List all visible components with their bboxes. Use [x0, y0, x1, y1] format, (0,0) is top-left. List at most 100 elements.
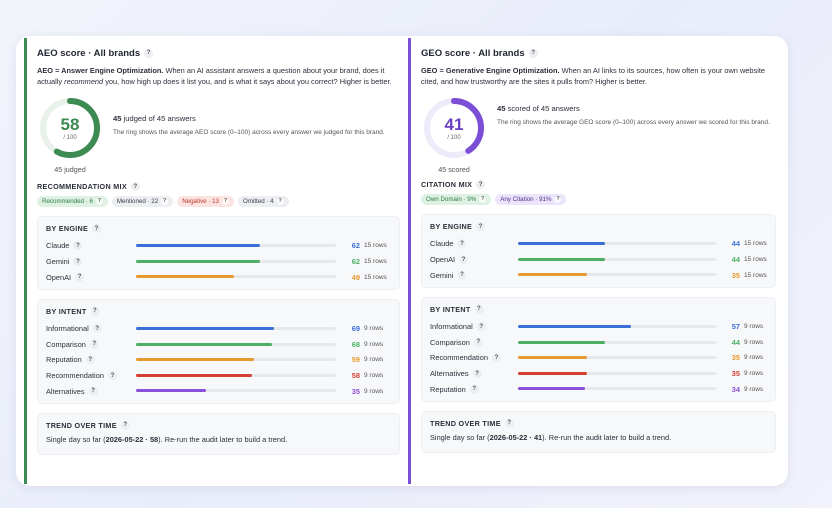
- row-value: 35: [731, 270, 740, 280]
- help-icon[interactable]: ?: [107, 371, 117, 381]
- help-icon[interactable]: ?: [504, 418, 514, 428]
- geo-pill: Own Domain · 9%?: [421, 194, 492, 206]
- geo-ring-caption: 45 scored: [438, 165, 470, 175]
- help-icon[interactable]: ?: [554, 196, 562, 204]
- help-icon[interactable]: ?: [469, 384, 479, 394]
- row-bar-track: [136, 342, 336, 346]
- help-icon[interactable]: ?: [476, 180, 486, 190]
- help-icon[interactable]: ?: [474, 304, 484, 314]
- row-count: 9 rows: [364, 356, 384, 364]
- help-icon[interactable]: ?: [88, 386, 98, 396]
- help-icon[interactable]: ?: [479, 196, 487, 204]
- aeo-title: AEO score · All brands ?: [37, 45, 400, 61]
- pill-label: Own Domain · 9%: [426, 196, 477, 204]
- help-icon[interactable]: ?: [92, 224, 102, 234]
- help-icon[interactable]: ?: [144, 48, 154, 58]
- help-icon[interactable]: ?: [459, 255, 469, 265]
- row-bar-fill: [518, 257, 606, 261]
- help-icon[interactable]: ?: [120, 420, 130, 430]
- help-icon[interactable]: ?: [222, 198, 229, 206]
- help-icon[interactable]: ?: [90, 306, 100, 316]
- geo-note: The ring shows the average GEO score (0–…: [497, 119, 770, 127]
- geo-score-row: 41 / 100 45 scored 45 scored of 45 answe…: [421, 96, 776, 174]
- row-count: 9 rows: [744, 323, 764, 331]
- geo-ring-svg: [424, 98, 484, 159]
- row-label-text: OpenAI: [46, 272, 72, 282]
- help-icon[interactable]: ?: [457, 239, 467, 249]
- aeo-desc-bold: AEO = Answer Engine Optimization.: [37, 66, 164, 75]
- row-label-text: Claude: [430, 239, 454, 249]
- geo-title: GEO score · All brands ?: [421, 45, 776, 61]
- help-icon[interactable]: ?: [95, 198, 103, 206]
- aeo-desc-2: you, how high up does it list you, and i…: [103, 76, 392, 86]
- help-icon[interactable]: ?: [130, 182, 140, 192]
- row-label-text: Reputation: [46, 355, 82, 365]
- geo-intents-row: Alternatives? 35 9 rows: [430, 366, 768, 382]
- help-icon[interactable]: ?: [457, 270, 467, 280]
- row-bar-track: [518, 356, 716, 360]
- aeo-pill: Negative · 13?: [177, 196, 234, 208]
- aeo-engine-card: BY ENGINE? Claude? 62 15 rows Gemini? 62 15 r…: [37, 216, 400, 290]
- help-icon[interactable]: ?: [476, 222, 486, 232]
- help-icon[interactable]: ?: [472, 369, 482, 379]
- help-icon[interactable]: ?: [92, 324, 102, 334]
- pill-label: Recommended · 6: [42, 198, 93, 206]
- help-icon[interactable]: ?: [89, 339, 99, 349]
- row-value: 57: [731, 322, 740, 332]
- row-bar-fill: [136, 326, 274, 330]
- aeo-engine-list: Claude? 62 15 rows Gemini? 62 15 rows OpenAI? 4…: [46, 238, 392, 285]
- row-value: 69: [351, 324, 360, 334]
- help-icon[interactable]: ?: [161, 198, 169, 206]
- row-bar-fill: [518, 356, 588, 360]
- geo-engines-row: Claude? 44 15 rows: [430, 236, 768, 252]
- help-icon[interactable]: ?: [476, 322, 486, 332]
- row-label: OpenAI?: [430, 255, 469, 265]
- row-count: 9 rows: [364, 387, 384, 395]
- pill-label: Any Citation · 91%: [500, 196, 552, 204]
- row-label: Recommendation?: [46, 371, 117, 381]
- row-count: 9 rows: [364, 372, 384, 380]
- help-icon[interactable]: ?: [473, 337, 483, 347]
- aeo-trend-1: Single day so far (: [46, 434, 106, 444]
- row-count: 9 rows: [364, 340, 384, 348]
- row-bar-track: [518, 257, 716, 261]
- row-value: 34: [731, 384, 740, 394]
- geo-score-ring: 41 / 100: [422, 96, 486, 160]
- help-icon[interactable]: ?: [491, 353, 501, 363]
- row-label: Claude?: [430, 239, 467, 249]
- geo-intents-row: Reputation? 34 9 rows: [430, 381, 768, 397]
- help-icon[interactable]: ?: [75, 272, 85, 282]
- row-bar-track: [518, 340, 716, 344]
- aeo-pill: Mentioned · 22?: [111, 196, 174, 208]
- row-label-text: Claude: [46, 241, 70, 251]
- row-bar-fill: [518, 371, 588, 375]
- help-icon[interactable]: ?: [73, 241, 83, 251]
- row-label-text: Reputation: [430, 384, 466, 394]
- row-count: 9 rows: [744, 370, 764, 378]
- geo-pill: Any Citation · 91%?: [495, 194, 567, 206]
- row-label-text: Gemini: [430, 270, 454, 280]
- help-icon[interactable]: ?: [528, 48, 538, 58]
- row-label: Comparison?: [46, 339, 99, 349]
- geo-lead-text: scored of 45 answers: [505, 104, 580, 114]
- help-icon[interactable]: ?: [85, 355, 95, 365]
- row-bar-track: [518, 387, 716, 391]
- aeo-trend-bold: 2026-05-22 · 58: [105, 434, 159, 444]
- pill-label: Negative · 13: [182, 198, 219, 206]
- aeo-score-value: 58: [60, 114, 80, 134]
- row-bar-fill: [518, 273, 588, 277]
- aeo-trend-title: TREND OVER TIME: [46, 420, 117, 430]
- row-label: Alternatives?: [430, 369, 482, 379]
- row-value: 62: [351, 257, 360, 267]
- aeo-ring-svg: [40, 98, 100, 159]
- row-count: 9 rows: [744, 338, 764, 346]
- geo-engine-list: Claude? 44 15 rows OpenAI? 44 15 rows Gemini? 3…: [430, 236, 768, 283]
- geo-engines-row: OpenAI? 44 15 rows: [430, 252, 768, 268]
- help-icon[interactable]: ?: [73, 257, 83, 267]
- geo-score-outof: / 100: [447, 134, 461, 141]
- help-icon[interactable]: ?: [276, 198, 284, 206]
- row-bar-track: [136, 275, 336, 279]
- geo-desc-1: When an AI links to its sources, how oft…: [421, 66, 766, 86]
- geo-engine-card: BY ENGINE? Claude? 44 15 rows OpenAI? 44 15 r…: [421, 214, 776, 288]
- row-label-text: Alternatives: [46, 386, 85, 396]
